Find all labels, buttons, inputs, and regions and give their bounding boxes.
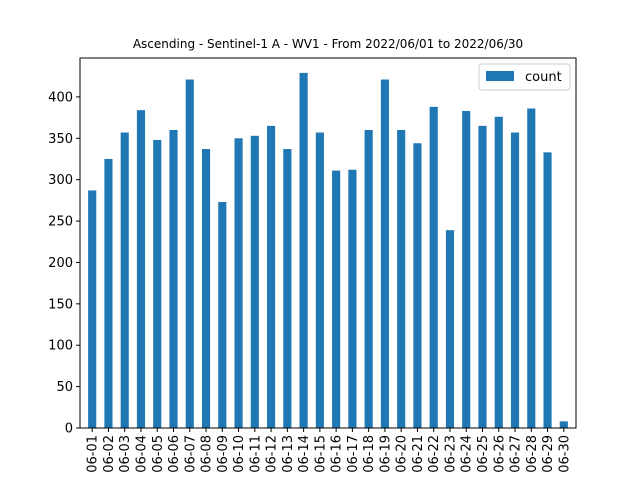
x-tick-label-06-09: 06-09 (216, 435, 231, 473)
bar-06-07 (185, 79, 194, 429)
bar-06-05 (153, 139, 162, 428)
bar-06-11 (250, 135, 259, 428)
legend-box (478, 63, 571, 91)
x-tick-label-06-11: 06-11 (248, 435, 263, 473)
x-tick-label-06-30: 06-30 (557, 435, 572, 473)
bar-06-23 (445, 230, 455, 428)
x-tick-label-06-02: 06-02 (102, 435, 117, 473)
bar-06-27 (510, 132, 520, 428)
x-tick-label-06-17: 06-17 (346, 435, 361, 473)
x-tick-label-06-25: 06-25 (476, 435, 491, 473)
x-tick-label-06-16: 06-16 (330, 435, 345, 473)
bar-06-06 (169, 130, 178, 428)
x-tick-label-06-04: 06-04 (134, 435, 149, 473)
bar-06-29 (543, 152, 552, 429)
bar-06-28 (527, 108, 536, 429)
bar-06-16 (332, 170, 341, 428)
x-tick-label-06-05: 06-05 (151, 435, 166, 473)
x-tick-label-06-13: 06-13 (281, 435, 296, 473)
bar-06-24 (462, 110, 471, 428)
x-tick-label-06-27: 06-27 (509, 435, 524, 473)
bar-06-13 (283, 149, 292, 429)
y-tick-label-250: 250 (48, 215, 73, 230)
y-axis: 0 50 100 150 200 250 300 350 400 (48, 90, 80, 437)
x-tick-label-06-08: 06-08 (200, 435, 215, 473)
legend: count (478, 63, 571, 91)
bar-06-09 (218, 202, 227, 428)
x-tick-label-06-23: 06-23 (443, 435, 458, 473)
x-tick-label-06-28: 06-28 (525, 435, 540, 473)
x-tick-label-06-19: 06-19 (378, 435, 393, 473)
bar-06-22 (429, 106, 438, 428)
bar-06-12 (267, 125, 276, 429)
bar-06-26 (494, 116, 503, 429)
x-tick-label-06-22: 06-22 (427, 435, 442, 473)
bar-06-30 (559, 421, 568, 428)
y-tick-label-200: 200 (48, 256, 73, 271)
y-tick-label-0: 0 (65, 422, 73, 437)
bars-group (88, 72, 568, 429)
bar-06-02 (104, 158, 113, 429)
x-tick-label-06-18: 06-18 (362, 435, 377, 473)
bar-06-20 (397, 130, 406, 428)
x-tick-label-06-24: 06-24 (460, 435, 475, 473)
legend-swatch (486, 71, 514, 81)
x-tick-label-06-15: 06-15 (313, 435, 328, 473)
bar-06-10 (234, 138, 243, 429)
bar-06-21 (413, 143, 422, 428)
bar-06-04 (136, 110, 146, 429)
x-tick-label-06-14: 06-14 (297, 435, 312, 473)
y-tick-label-150: 150 (48, 297, 73, 312)
bar-06-25 (478, 125, 487, 429)
x-axis: 06-01 06-02 06-03 06-04 06-05 06-06 06-07 06-08… (86, 428, 572, 473)
bar-06-01 (88, 190, 97, 428)
x-tick-label-06-06: 06-06 (167, 435, 182, 473)
x-tick-label-06-29: 06-29 (541, 435, 556, 473)
y-tick-label-300: 300 (48, 173, 73, 188)
x-tick-label-06-26: 06-26 (492, 435, 507, 473)
x-tick-label-06-07: 06-07 (183, 435, 198, 473)
x-tick-label-06-03: 06-03 (118, 435, 133, 473)
y-tick-label-400: 400 (48, 90, 73, 105)
x-tick-label-06-01: 06-01 (86, 435, 101, 473)
plot-frame (79, 57, 577, 429)
bar-06-08 (201, 149, 211, 429)
x-tick-label-06-21: 06-21 (411, 435, 426, 473)
chart-title: Ascending - Sentinel-1 A - WV1 - From 20… (133, 37, 523, 51)
x-tick-label-06-12: 06-12 (265, 435, 280, 473)
y-tick-label-350: 350 (48, 132, 73, 147)
bar-06-18 (364, 130, 373, 428)
bar-06-15 (315, 132, 324, 428)
x-tick-label-06-20: 06-20 (395, 435, 410, 473)
y-tick-label-100: 100 (48, 339, 73, 354)
bar-06-14 (299, 72, 308, 429)
bar-06-19 (380, 79, 389, 429)
legend-label: count (525, 70, 562, 85)
bar-06-17 (348, 169, 357, 429)
y-tick-label-50: 50 (56, 380, 73, 395)
bar-06-03 (120, 132, 129, 428)
x-tick-label-06-10: 06-10 (232, 435, 247, 473)
